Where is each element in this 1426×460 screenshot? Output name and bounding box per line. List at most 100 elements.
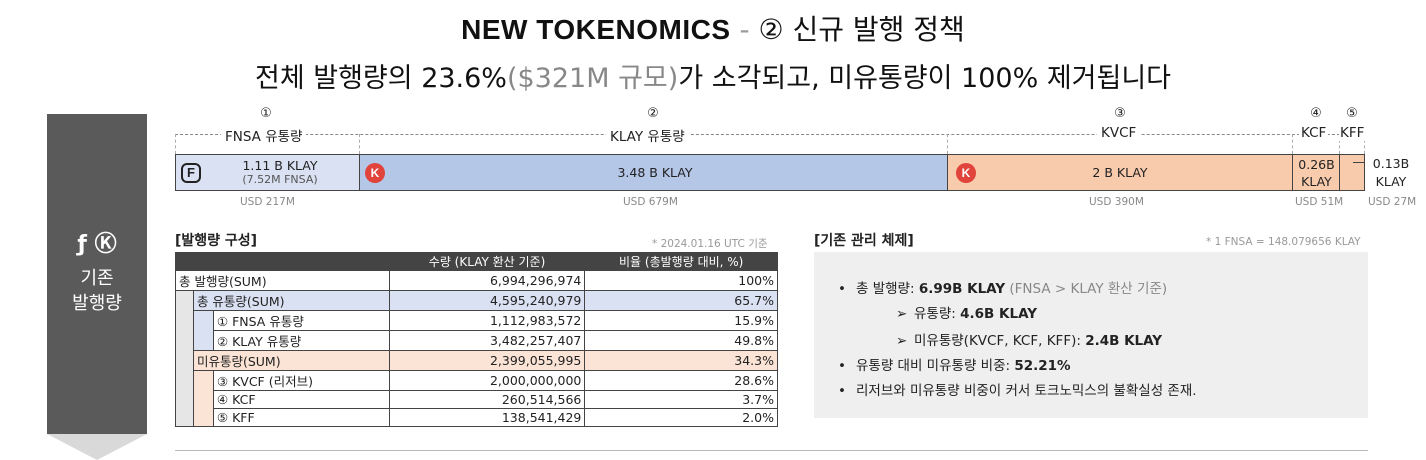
page-subtitle: 전체 발행량의 23.6%($321M 규모)가 소각되고, 미유통량이 100… <box>0 56 1426 95</box>
segment-5-value: 0.13B KLAY <box>1368 155 1414 191</box>
mgmt-total-note: (FNSA > KLAY 환산 기준) <box>1005 281 1168 297</box>
row-ratio: 65.7% <box>584 290 778 311</box>
bar-segment-fnsa <box>175 154 360 191</box>
divider-dash <box>947 134 948 154</box>
segment-2-usd: USD 679M <box>623 196 678 208</box>
down-arrow-icon <box>47 434 147 460</box>
mgmt-bullet-uncertainty: • 리저브와 미유통량 비중이 커서 토크노믹스의 불확실성 존재. <box>838 379 1197 399</box>
row-ratio: 3.7% <box>584 390 778 409</box>
row-label: ③ KVCF (리저브) <box>212 370 390 391</box>
bullet-icon: • <box>838 383 846 399</box>
row-qty: 3,482,257,407 <box>388 330 586 351</box>
table-row-kvcf: ③ KVCF (리저브) 2,000,000,000 28.6% <box>176 370 778 427</box>
table-row-circulating: 총 유통량(SUM) 4,595,240,979 65.7% <box>175 290 778 427</box>
table-header-qty: 수량 (KLAY 환산 기준) <box>388 252 586 271</box>
segment-2-value: 3.48 B KLAY <box>617 165 693 180</box>
indent-cell <box>192 370 214 427</box>
row-qty: 138,541,429 <box>388 408 586 427</box>
arrow-bullet-icon: ➢ <box>896 333 908 349</box>
bar-header-dashed-line <box>175 134 1365 135</box>
row-qty: 2,399,055,995 <box>388 350 586 371</box>
row-label: ④ KCF <box>212 390 390 409</box>
segment-4-value-line1: 0.26B <box>1298 157 1335 172</box>
segment-2-label: KLAY 유통량 <box>606 125 689 145</box>
segment-5-number: ⑤ <box>1346 106 1358 121</box>
row-ratio: 100% <box>584 270 778 291</box>
segment-4-number: ④ <box>1310 106 1322 121</box>
divider-dash <box>1364 134 1365 154</box>
mgmt-total-value: 6.99B KLAY <box>918 281 1006 297</box>
subtitle-part-c: 가 소각되고, 미유통량이 100% 제거됩니다 <box>678 63 1172 94</box>
fnsa-icon: F <box>181 163 201 183</box>
bar-segment-kff <box>1339 154 1365 191</box>
side-panel: ƒ Ⓚ 기존 발행량 <box>47 114 147 434</box>
segment-5-label: KFF <box>1339 125 1366 141</box>
segment-4-usd: USD 51M <box>1295 196 1344 208</box>
segment-3-label: KVCF <box>1097 125 1141 141</box>
arrow-bullet-icon: ➢ <box>896 306 908 322</box>
management-panel: • 총 발행량: 6.99B KLAY (FNSA > KLAY 환산 기준) ➢… <box>814 252 1368 418</box>
table-row-fnsa: ① FNSA 유통량 1,112,983,572 15.9% <box>176 310 778 351</box>
management-section-title: [기존 관리 체제] <box>814 233 914 249</box>
segment-4-label: KCF <box>1299 125 1329 141</box>
mgmt-sub-noncirculating: ➢ 미유통량(KVCF, KCF, KFF): 2.4B KLAY <box>896 329 1162 349</box>
mgmt-circ-value: 4.6B KLAY <box>960 306 1038 322</box>
klay-icon: K <box>956 163 976 183</box>
title-rest: ② 신규 발행 정책 <box>758 13 965 46</box>
row-label: 총 발행량(SUM) <box>175 270 390 291</box>
row-qty: 2,000,000,000 <box>388 370 586 391</box>
divider-dash <box>359 134 360 154</box>
segment-4-value-line2: KLAY <box>1301 174 1332 189</box>
mgmt-ratio-value: 52.21% <box>1014 358 1071 374</box>
row-label: 총 유통량(SUM) <box>192 290 390 311</box>
table-row-total: 총 발행량(SUM) 6,994,296,974 100% <box>175 270 778 291</box>
mgmt-sub-circulating: ➢ 유통량: 4.6B KLAY <box>896 302 1037 322</box>
segment-5-value-line2: KLAY <box>1375 174 1407 189</box>
segment-1-value-sub: (7.52M FNSA) <box>242 173 318 186</box>
table-header-blank <box>175 252 390 271</box>
mgmt-circ-label: 유통량: <box>914 306 961 322</box>
bar-segment-kcf <box>1292 154 1340 191</box>
mgmt-uncertainty-text: 리저브와 미유통량 비중이 커서 토크노믹스의 불확실성 존재. <box>856 383 1197 399</box>
row-ratio: 49.8% <box>584 330 778 351</box>
row-label: ① FNSA 유통량 <box>212 310 390 331</box>
row-ratio: 34.3% <box>584 350 778 371</box>
issuance-table: 수량 (KLAY 환산 기준) 비율 (총발행량 대비, %) 총 발행량(SU… <box>175 252 778 427</box>
table-row-noncirculating: 미유통량(SUM) 2,399,055,995 34.3% <box>176 350 778 371</box>
segment-3-usd: USD 390M <box>1089 196 1144 208</box>
side-label-line2: 발행량 <box>72 293 122 314</box>
fnsa-klay-logo-icons: ƒ Ⓚ <box>77 232 117 257</box>
issuance-section-title: [발행량 구성] <box>175 233 258 249</box>
side-label: 기존 발행량 <box>47 266 147 316</box>
segment-5-usd: USD 27M <box>1368 196 1417 208</box>
row-qty: 4,595,240,979 <box>388 290 586 311</box>
row-qty: 6,994,296,974 <box>388 270 586 291</box>
segment-1-usd: USD 217M <box>240 196 295 208</box>
bar-segment-klay <box>359 154 948 191</box>
bullet-icon: • <box>838 358 846 374</box>
side-label-line1: 기존 <box>80 268 114 289</box>
row-label: ② KLAY 유통량 <box>212 330 390 351</box>
mgmt-noncirc-value: 2.4B KLAY <box>1085 333 1163 349</box>
subtitle-part-a: 전체 발행량의 23.6% <box>254 63 507 94</box>
table-header-ratio: 비율 (총발행량 대비, %) <box>584 252 778 271</box>
title-dash: - <box>730 13 759 46</box>
table-header-row: 수량 (KLAY 환산 기준) 비율 (총발행량 대비, %) <box>175 252 778 271</box>
mgmt-noncirc-label: 미유통량(KVCF, KCF, KFF): <box>914 333 1086 349</box>
row-qty: 1,112,983,572 <box>388 310 586 331</box>
segment-3-value: 2 B KLAY <box>1092 165 1148 180</box>
mgmt-total-label: 총 발행량: <box>856 281 919 297</box>
bullet-icon: • <box>838 281 846 297</box>
segment-1-number: ① <box>260 106 272 121</box>
klay-icon: K <box>365 163 385 183</box>
divider-dash <box>1339 134 1340 154</box>
page-title: NEW TOKENOMICS - ② 신규 발행 정책 <box>0 8 1426 48</box>
issuance-date-note: * 2024.01.16 UTC 기준 <box>652 238 768 250</box>
segment-1-value: 1.11 B KLAY (7.52M FNSA) <box>205 158 355 186</box>
mgmt-bullet-ratio: • 유통량 대비 미유통량 비중: 52.21% <box>838 354 1071 374</box>
divider-dash <box>1292 134 1293 154</box>
subtitle-part-b: ($321M 규모) <box>506 63 679 94</box>
table-row-kff: ⑤ KFF 138,541,429 2.0% <box>176 408 778 427</box>
bottom-divider <box>175 450 1368 451</box>
segment-1-value-main: 1.11 B KLAY <box>242 158 318 173</box>
